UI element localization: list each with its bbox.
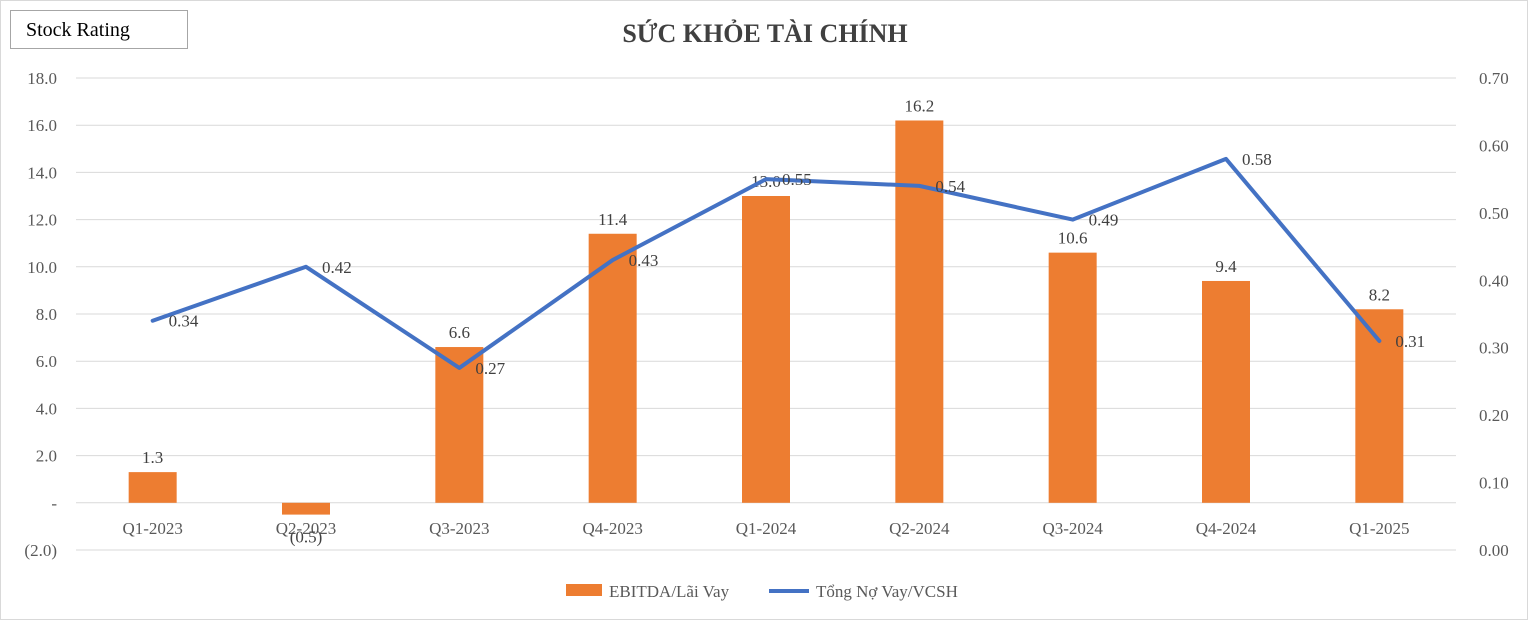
y-right-tick-label: 0.20 — [1479, 406, 1509, 425]
bar — [282, 502, 330, 515]
bar-data-label: 10.6 — [1058, 229, 1088, 248]
x-tick-label: Q1-2023 — [122, 519, 182, 538]
y-left-tick-label: 4.0 — [36, 399, 57, 418]
y-right-tick-label: 0.40 — [1479, 271, 1509, 290]
y-right-tick-label: 0.70 — [1479, 69, 1509, 88]
line-series — [150, 156, 1382, 370]
bar-data-label: 1.3 — [142, 448, 163, 467]
x-tick-label: Q4-2024 — [1196, 519, 1257, 538]
line-data-label: 0.43 — [629, 251, 659, 270]
y-left-tick-label: (2.0) — [24, 541, 57, 560]
stock-rating-badge: Stock Rating — [10, 10, 188, 49]
bar-data-label: 8.2 — [1369, 285, 1390, 304]
bar — [742, 196, 790, 503]
y-left-tick-label: 6.0 — [36, 352, 57, 371]
y-left-tick-label: 16.0 — [27, 116, 57, 135]
x-tick-label: Q4-2023 — [582, 519, 642, 538]
y-left-tick-label: 8.0 — [36, 305, 57, 324]
x-tick-label: Q1-2024 — [736, 519, 797, 538]
y-left-tick-label: 18.0 — [27, 69, 57, 88]
y-right-tick-label: 0.60 — [1479, 136, 1509, 155]
x-tick-label: Q2-2023 — [276, 519, 336, 538]
line-data-label: 0.34 — [169, 312, 199, 331]
bar-data-label: 11.4 — [598, 210, 628, 229]
y-right-tick-label: 0.00 — [1479, 541, 1509, 560]
line-data-label: 0.42 — [322, 258, 352, 277]
legend-swatch-bar — [566, 584, 602, 596]
bar — [1048, 252, 1097, 503]
chart-title: SỨC KHỎE TÀI CHÍNH — [622, 19, 908, 48]
bar-data-label: 9.4 — [1215, 257, 1237, 276]
bar — [1202, 280, 1250, 503]
line-data-label: 0.31 — [1395, 332, 1425, 351]
y-right-tick-label: 0.50 — [1479, 204, 1509, 223]
x-tick-label: Q1-2025 — [1349, 519, 1409, 538]
bar-data-label: 16.2 — [904, 96, 934, 115]
bar-data-label: 6.6 — [449, 323, 470, 342]
bar — [588, 233, 637, 503]
line-data-label: 0.49 — [1089, 211, 1119, 230]
x-tick-label: Q3-2023 — [429, 519, 489, 538]
y-left-tick-label: 10.0 — [27, 258, 57, 277]
x-tick-label: Q3-2024 — [1042, 519, 1103, 538]
x-tick-label: Q2-2024 — [889, 519, 950, 538]
legend-label: Tổng Nợ Vay/VCSH — [816, 582, 958, 601]
y-left-tick-label: 2.0 — [36, 447, 57, 466]
legend-label: EBITDA/Lãi Vay — [609, 582, 730, 601]
y-left-tick-label: 12.0 — [27, 211, 57, 230]
y-right-tick-label: 0.10 — [1479, 474, 1509, 493]
line-data-label: 0.27 — [475, 359, 505, 378]
y-left-tick-label: - — [51, 494, 57, 513]
line-data-label: 0.55 — [782, 170, 812, 189]
y-right-tick-label: 0.30 — [1479, 339, 1509, 358]
bar-data-label: (0.5) — [290, 528, 323, 547]
bar — [435, 347, 484, 503]
bar — [128, 472, 177, 503]
line-data-label: 0.58 — [1242, 150, 1272, 169]
line-data-label: 0.54 — [935, 177, 965, 196]
y-left-tick-label: 14.0 — [27, 163, 57, 182]
bar-data-label: 13.0 — [751, 172, 781, 191]
